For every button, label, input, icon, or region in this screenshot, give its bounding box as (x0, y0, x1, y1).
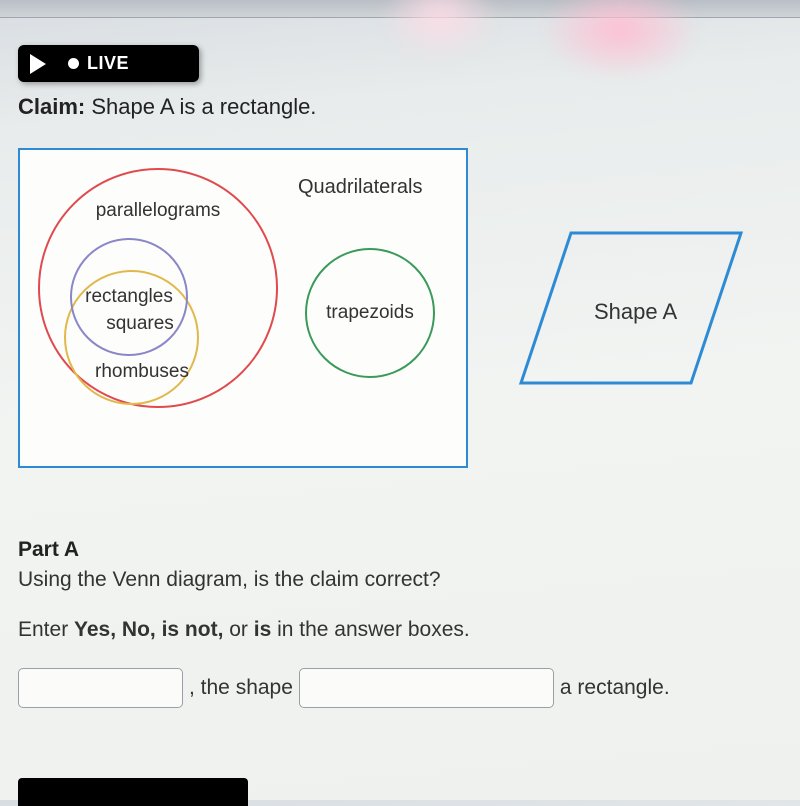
answer-mid-text: , the shape (189, 676, 293, 700)
claim-text: Shape A is a rectangle. (91, 94, 316, 119)
instr-mid: or (223, 618, 253, 641)
circle-trapezoids: trapezoids (305, 248, 435, 378)
label-rhombuses: rhombuses (82, 358, 202, 386)
instr-prefix: Enter (18, 618, 74, 641)
live-badge[interactable]: LIVE (18, 45, 199, 82)
answer-box-2[interactable] (299, 668, 554, 708)
instr-suffix: in the answer boxes. (271, 618, 469, 641)
instr-bold2: is (254, 618, 272, 641)
venn-title: Quadrilaterals (298, 176, 423, 199)
answer-row: , the shape a rectangle. (18, 668, 790, 708)
play-icon (30, 54, 46, 74)
label-squares: squares (90, 305, 190, 343)
part-a-question: Using the Venn diagram, is the claim cor… (18, 568, 790, 592)
live-dot-icon (68, 58, 79, 69)
shape-a-label: Shape A (594, 299, 677, 325)
page-content: LIVE Claim: Shape A is a rectangle. Quad… (18, 45, 790, 708)
label-parallelograms: parallelograms (96, 200, 221, 222)
claim-line: Claim: Shape A is a rectangle. (18, 94, 790, 120)
part-a-section: Part A Using the Venn diagram, is the cl… (18, 538, 790, 708)
live-text: LIVE (87, 53, 129, 74)
label-trapezoids: trapezoids (326, 302, 414, 324)
shape-a: Shape A (516, 223, 746, 393)
instr-bold1: Yes, No, is not, (74, 618, 223, 641)
answer-tail-text: a rectangle. (560, 676, 670, 700)
venn-diagram: Quadrilaterals parallelograms rectangles… (18, 148, 468, 468)
bottom-bar-fragment (18, 778, 248, 806)
answer-box-1[interactable] (18, 668, 183, 708)
part-a-heading: Part A (18, 538, 790, 562)
claim-label: Claim: (18, 94, 85, 119)
part-a-instruction: Enter Yes, No, is not, or is in the answ… (18, 618, 790, 642)
